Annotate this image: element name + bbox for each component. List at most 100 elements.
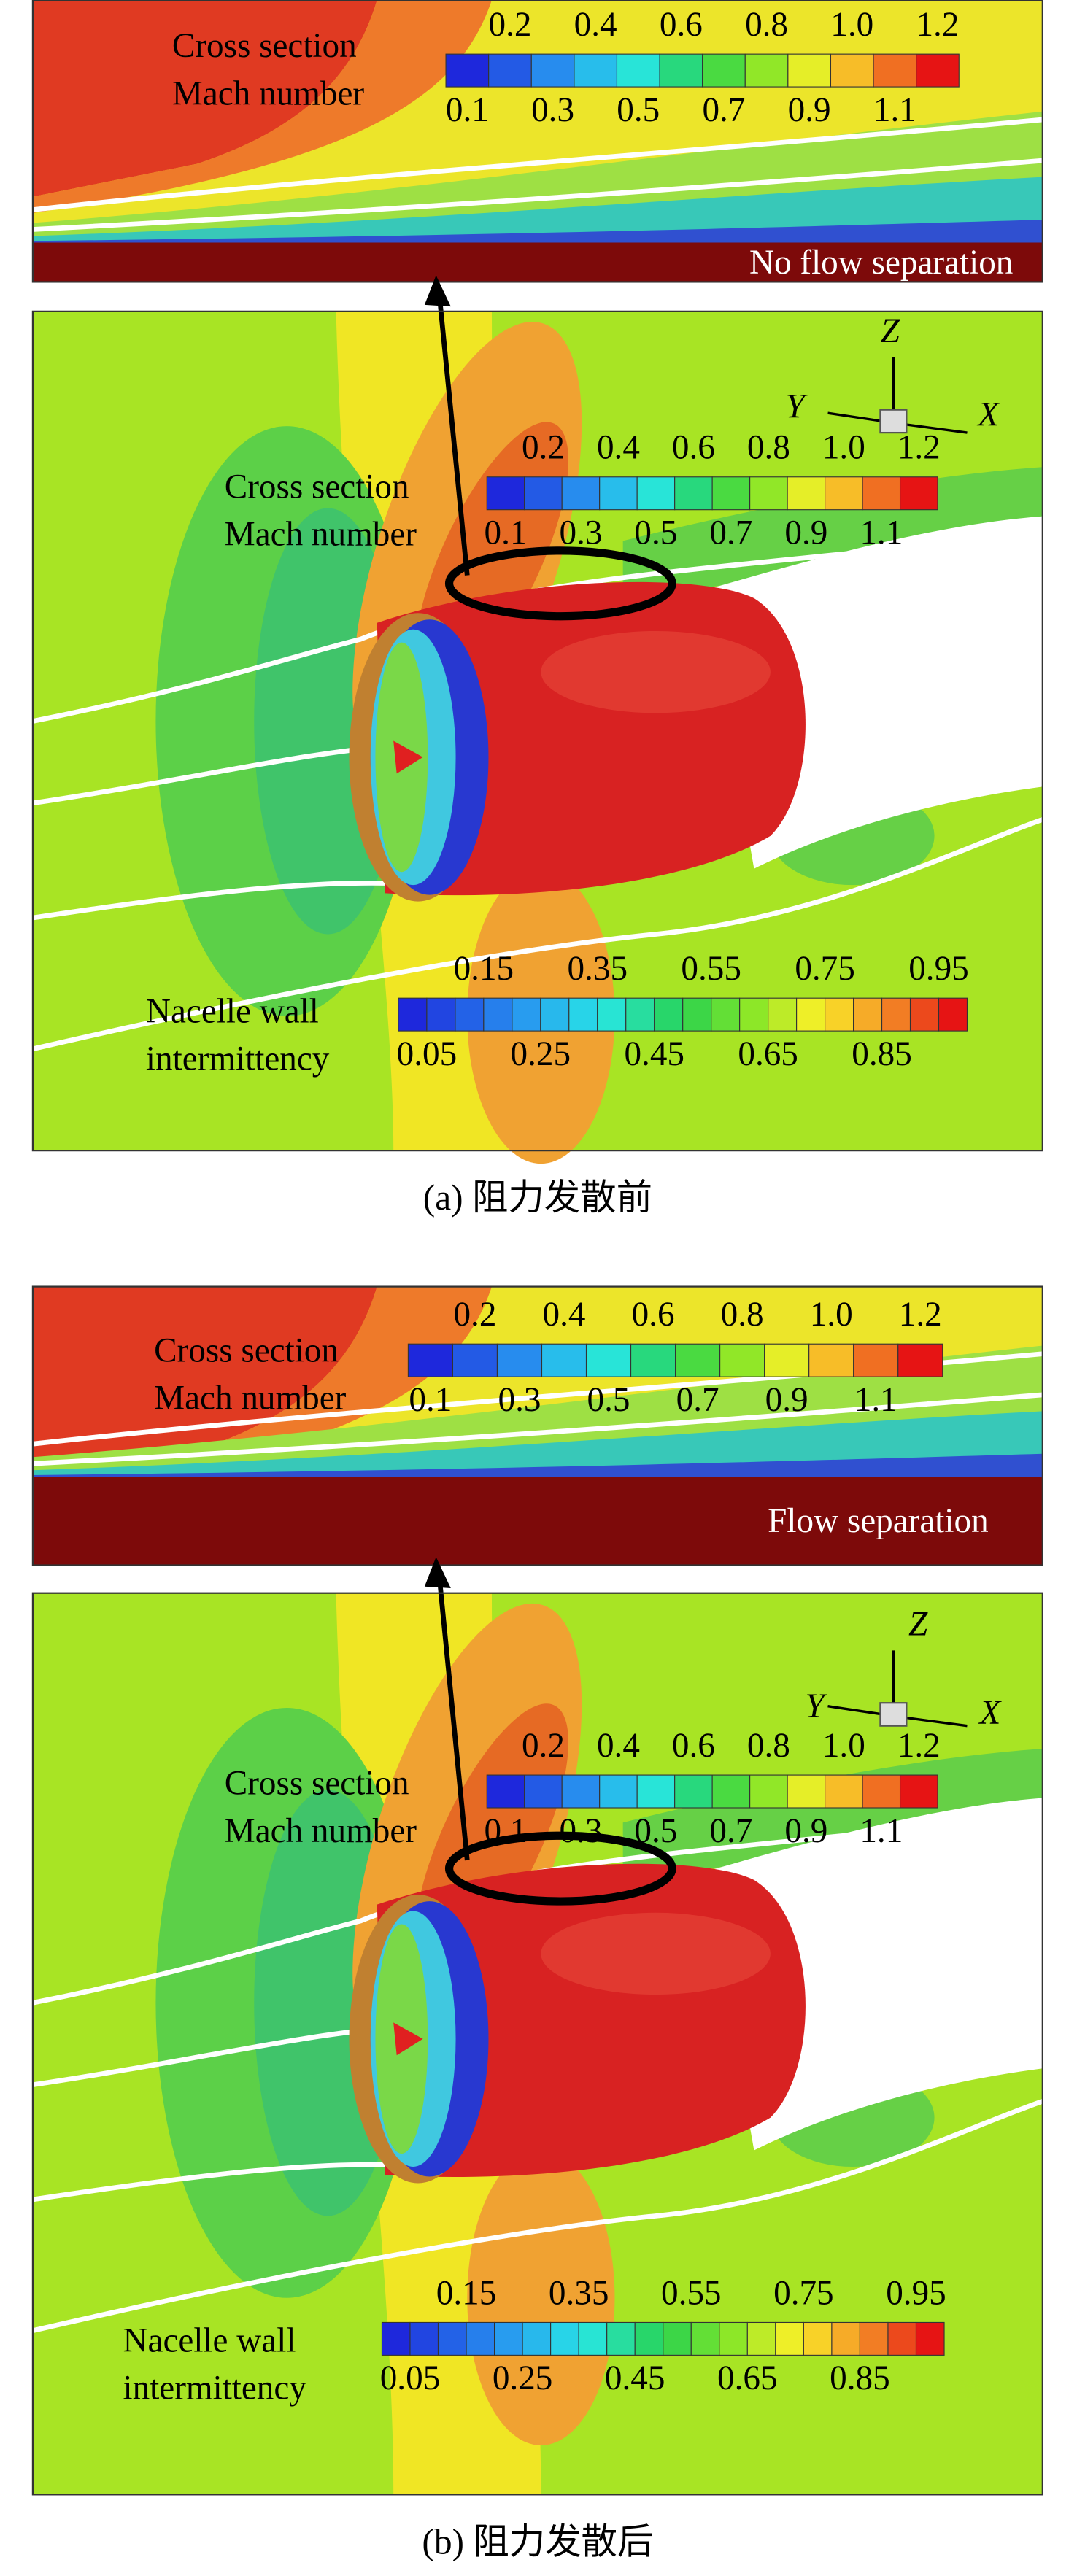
colorbar-cell [636, 1774, 676, 1809]
colorbar-cell [541, 1343, 587, 1377]
colorbar-cell [831, 2321, 861, 2356]
legend-title: Cross section [154, 1332, 339, 1370]
colorbar-label: 0.5 [634, 514, 677, 552]
colorbar-cell [711, 476, 751, 511]
colorbar-cell [561, 476, 601, 511]
colorbar-cell [744, 53, 789, 88]
colorbar-label: 0.85 [852, 1035, 912, 1073]
colorbar-label: 0.65 [717, 2359, 778, 2397]
colorbar-cell [899, 1774, 938, 1809]
axis-label: Y [785, 387, 808, 425]
streamline [32, 1392, 1043, 1466]
colorbar-cell [522, 2321, 552, 2356]
legend-title: Mach number [225, 1812, 417, 1850]
colorbar-label: 0.8 [745, 6, 788, 44]
colorbar-cell [675, 1343, 721, 1377]
colorbar-cell [825, 997, 854, 1032]
colorbar-cell [540, 997, 570, 1032]
colorbar-cell [630, 1343, 676, 1377]
colorbar-cell [488, 53, 532, 88]
colorbar-cell [486, 1774, 525, 1809]
blue-layer [32, 220, 1043, 243]
axis-cube [879, 1702, 908, 1727]
high-mach-region [32, 0, 377, 197]
colorbar-cell [825, 476, 863, 511]
spinner [393, 740, 423, 774]
colorbar-label: 0.9 [765, 1381, 808, 1419]
colorbar-label: 0.3 [559, 514, 602, 552]
legend-title: Mach number [225, 516, 417, 554]
colorbar-label: 0.45 [605, 2359, 665, 2397]
legend-title: Mach number [154, 1380, 346, 1417]
colorbar-cell [915, 2321, 945, 2356]
colorbar-label: 0.95 [908, 950, 969, 988]
colorbar-cell [775, 2321, 804, 2356]
colorbar-label: 0.2 [488, 6, 531, 44]
colorbar-label: 1.1 [860, 514, 903, 552]
colorbar-cell [690, 2321, 720, 2356]
separation-note: Flow separation [768, 1502, 989, 1540]
colorbar-cell [597, 997, 627, 1032]
separation-ring [444, 1831, 676, 1906]
colorbar-cell [853, 1343, 899, 1377]
nacelle-highlight [541, 1912, 771, 1995]
colorbar-label: 0.9 [784, 514, 827, 552]
colorbar-label: 0.05 [380, 2359, 441, 2397]
main-frame [31, 310, 1043, 1152]
axis-label: Y [805, 1687, 827, 1725]
colorbar-cell [711, 997, 741, 1032]
colorbar-cell [445, 53, 490, 88]
colorbar-cell [437, 2321, 467, 2356]
colorbar-label: 0.4 [574, 6, 617, 44]
colorbar-label: 0.1 [484, 514, 527, 552]
colorbar-cell [719, 2321, 748, 2356]
colorbar-cell [512, 997, 541, 1032]
colorbar-label: 1.2 [897, 429, 941, 467]
colorbar-label: 0.7 [676, 1381, 719, 1419]
streamline [32, 158, 1043, 232]
colorbar-cell [483, 997, 513, 1032]
separation-ring [444, 546, 676, 621]
cyan-layer [32, 177, 1043, 243]
colorbar-label: 0.4 [597, 1727, 640, 1765]
colorbar-cell [873, 53, 917, 88]
colorbar-label: 0.25 [493, 2359, 553, 2397]
colorbar-cell [663, 2321, 692, 2356]
colorbar-cell [634, 2321, 664, 2356]
blue-layer [32, 1453, 1043, 1477]
cyan-layer [32, 1411, 1043, 1477]
colorbar-cell [585, 1343, 632, 1377]
colorbar-label: 0.2 [522, 1727, 565, 1765]
colorbar-label: 0.3 [531, 91, 574, 129]
legend-title: Cross section [225, 1765, 409, 1803]
colorbar-label: 0.75 [773, 2274, 834, 2312]
legend-title: Cross section [225, 468, 409, 506]
colorbar-cell [682, 997, 712, 1032]
main-frame [31, 1592, 1043, 2496]
colorbar-label: 0.1 [409, 1381, 452, 1419]
colorbar-label: 0.05 [397, 1035, 458, 1073]
colorbar-cell [550, 2321, 579, 2356]
colorbar-cell [599, 476, 638, 511]
colorbar-label: 0.35 [567, 950, 628, 988]
colorbar-cell [578, 2321, 608, 2356]
colorbar-label: 0.75 [795, 950, 855, 988]
colorbar-label: 0.15 [436, 2274, 497, 2312]
colorbar-cell [409, 2321, 439, 2356]
colorbar-cell [659, 53, 703, 88]
nacelle-wall [32, 1477, 1043, 1566]
colorbar-label: 0.5 [587, 1381, 630, 1419]
colorbar-cell [764, 1343, 810, 1377]
pointer-arrow [436, 295, 470, 576]
colorbar-label: 0.95 [886, 2274, 946, 2312]
colorbar-label: 0.7 [709, 1812, 752, 1850]
inset-frame [31, 0, 1043, 283]
colorbar-cell [853, 997, 883, 1032]
colorbar-label: 0.25 [511, 1035, 571, 1073]
colorbar-cell [862, 1774, 901, 1809]
colorbar-cell [674, 476, 713, 511]
colorbar-cell [899, 476, 938, 511]
axis-label: X [976, 396, 1000, 434]
